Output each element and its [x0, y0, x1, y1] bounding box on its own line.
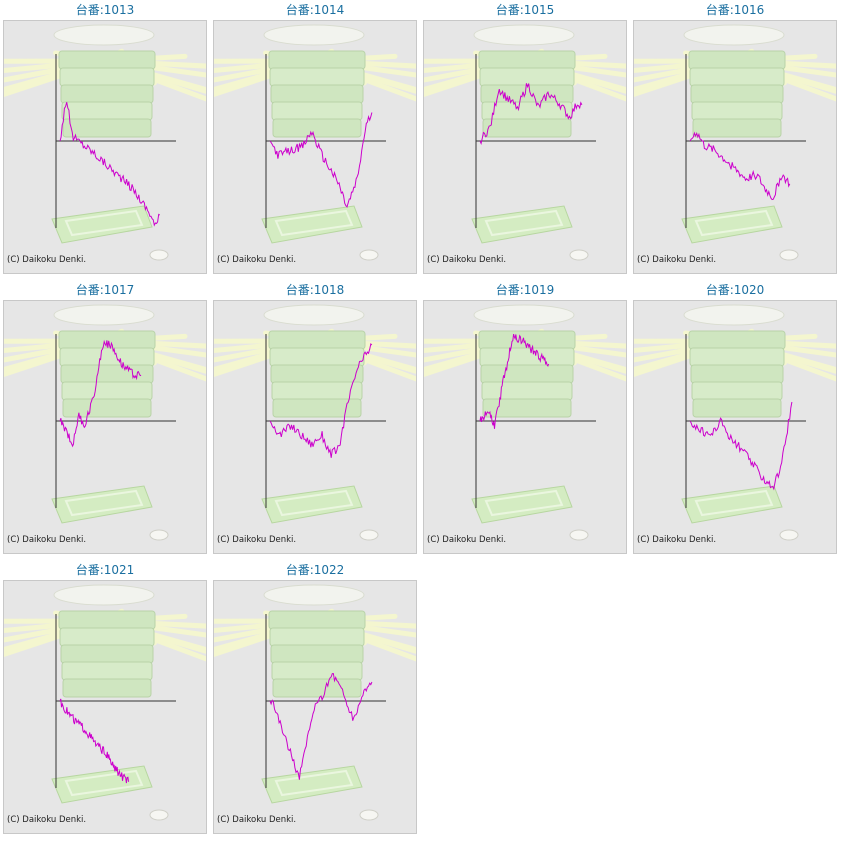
balance-series-line	[269, 112, 373, 208]
copyright-label: (C) Daikoku Denki.	[427, 535, 507, 545]
slump-graph	[214, 24, 416, 261]
chart-panel[interactable]: (C) Daikoku Denki.	[213, 580, 417, 834]
machine-number-link[interactable]: 台番:1018	[285, 283, 345, 297]
machine-chart-card: 台番:1019 (C) Daikoku Denki.	[423, 280, 627, 556]
machine-chart-card: 台番:1015 (C) Daikoku Denki.	[423, 0, 627, 276]
chart-panel[interactable]: (C) Daikoku Denki.	[633, 300, 837, 554]
machine-number-link[interactable]: 台番:1015	[495, 3, 555, 17]
copyright-label: (C) Daikoku Denki.	[7, 815, 87, 825]
machine-chart-card: 台番:1017 (C) Daikoku Denki.	[3, 280, 207, 556]
slump-graph	[424, 304, 626, 541]
slot-machine-background-art	[4, 24, 206, 261]
copyright-label: (C) Daikoku Denki.	[637, 255, 717, 265]
balance-series-line	[689, 401, 793, 491]
chart-panel[interactable]: (C) Daikoku Denki.	[423, 300, 627, 554]
slump-graph	[424, 24, 626, 261]
slot-machine-background-art	[214, 584, 416, 821]
machine-chart-card: 台番:1021 (C) Daikoku Denki.	[3, 560, 207, 836]
balance-series-line	[59, 339, 142, 448]
balance-series-line	[59, 102, 161, 227]
slump-graph	[634, 24, 836, 261]
slot-machine-background-art	[214, 304, 416, 541]
slump-graph	[4, 304, 206, 541]
machine-number-link[interactable]: 台番:1021	[75, 563, 135, 577]
machine-number-link[interactable]: 台番:1020	[705, 283, 765, 297]
copyright-label: (C) Daikoku Denki.	[217, 815, 297, 825]
chart-panel[interactable]: (C) Daikoku Denki.	[213, 300, 417, 554]
slump-graph	[4, 24, 206, 261]
slot-machine-background-art	[4, 584, 206, 821]
machine-chart-card: 台番:1022 (C) Daikoku Denki.	[213, 560, 417, 836]
chart-panel[interactable]: (C) Daikoku Denki.	[3, 300, 207, 554]
slot-machine-background-art	[424, 304, 626, 541]
machine-number-link[interactable]: 台番:1017	[75, 283, 135, 297]
slot-machine-background-art	[424, 24, 626, 261]
machine-number-link[interactable]: 台番:1013	[75, 3, 135, 17]
balance-series-line	[479, 83, 583, 145]
slump-graph	[4, 584, 206, 821]
copyright-label: (C) Daikoku Denki.	[217, 255, 297, 265]
slot-machine-background-art	[4, 304, 206, 541]
machine-chart-card: 台番:1013 (C) Daikoku Denki.	[3, 0, 207, 276]
slot-machine-background-art	[634, 304, 836, 541]
balance-series-line	[479, 333, 550, 429]
copyright-label: (C) Daikoku Denki.	[427, 255, 507, 265]
machine-chart-card: 台番:1018 (C) Daikoku Denki.	[213, 280, 417, 556]
balance-series-line	[59, 698, 130, 784]
slot-machine-background-art	[634, 24, 836, 261]
chart-panel[interactable]: (C) Daikoku Denki.	[633, 20, 837, 274]
chart-panel[interactable]: (C) Daikoku Denki.	[3, 580, 207, 834]
chart-panel[interactable]: (C) Daikoku Denki.	[3, 20, 207, 274]
balance-series-line	[269, 343, 373, 458]
machine-number-link[interactable]: 台番:1014	[285, 3, 345, 17]
machine-chart-card: 台番:1014 (C) Daikoku Denki.	[213, 0, 417, 276]
slump-graph	[634, 304, 836, 541]
slot-machine-background-art	[214, 24, 416, 261]
copyright-label: (C) Daikoku Denki.	[637, 535, 717, 545]
slump-graph	[214, 584, 416, 821]
balance-series-line	[689, 131, 791, 201]
machine-chart-card: 台番:1020 (C) Daikoku Denki.	[633, 280, 837, 556]
chart-grid: 台番:1013 (C) Daikoku Denki. 台番:1014 (C) Daik…	[3, 0, 839, 841]
copyright-label: (C) Daikoku Denki.	[7, 535, 87, 545]
chart-panel[interactable]: (C) Daikoku Denki.	[213, 20, 417, 274]
machine-number-link[interactable]: 台番:1019	[495, 283, 555, 297]
machine-chart-card: 台番:1016 (C) Daikoku Denki.	[633, 0, 837, 276]
copyright-label: (C) Daikoku Denki.	[7, 255, 87, 265]
slump-graph	[214, 304, 416, 541]
chart-panel[interactable]: (C) Daikoku Denki.	[423, 20, 627, 274]
machine-number-link[interactable]: 台番:1016	[705, 3, 765, 17]
machine-number-link[interactable]: 台番:1022	[285, 563, 345, 577]
balance-series-line	[269, 673, 373, 780]
copyright-label: (C) Daikoku Denki.	[217, 535, 297, 545]
